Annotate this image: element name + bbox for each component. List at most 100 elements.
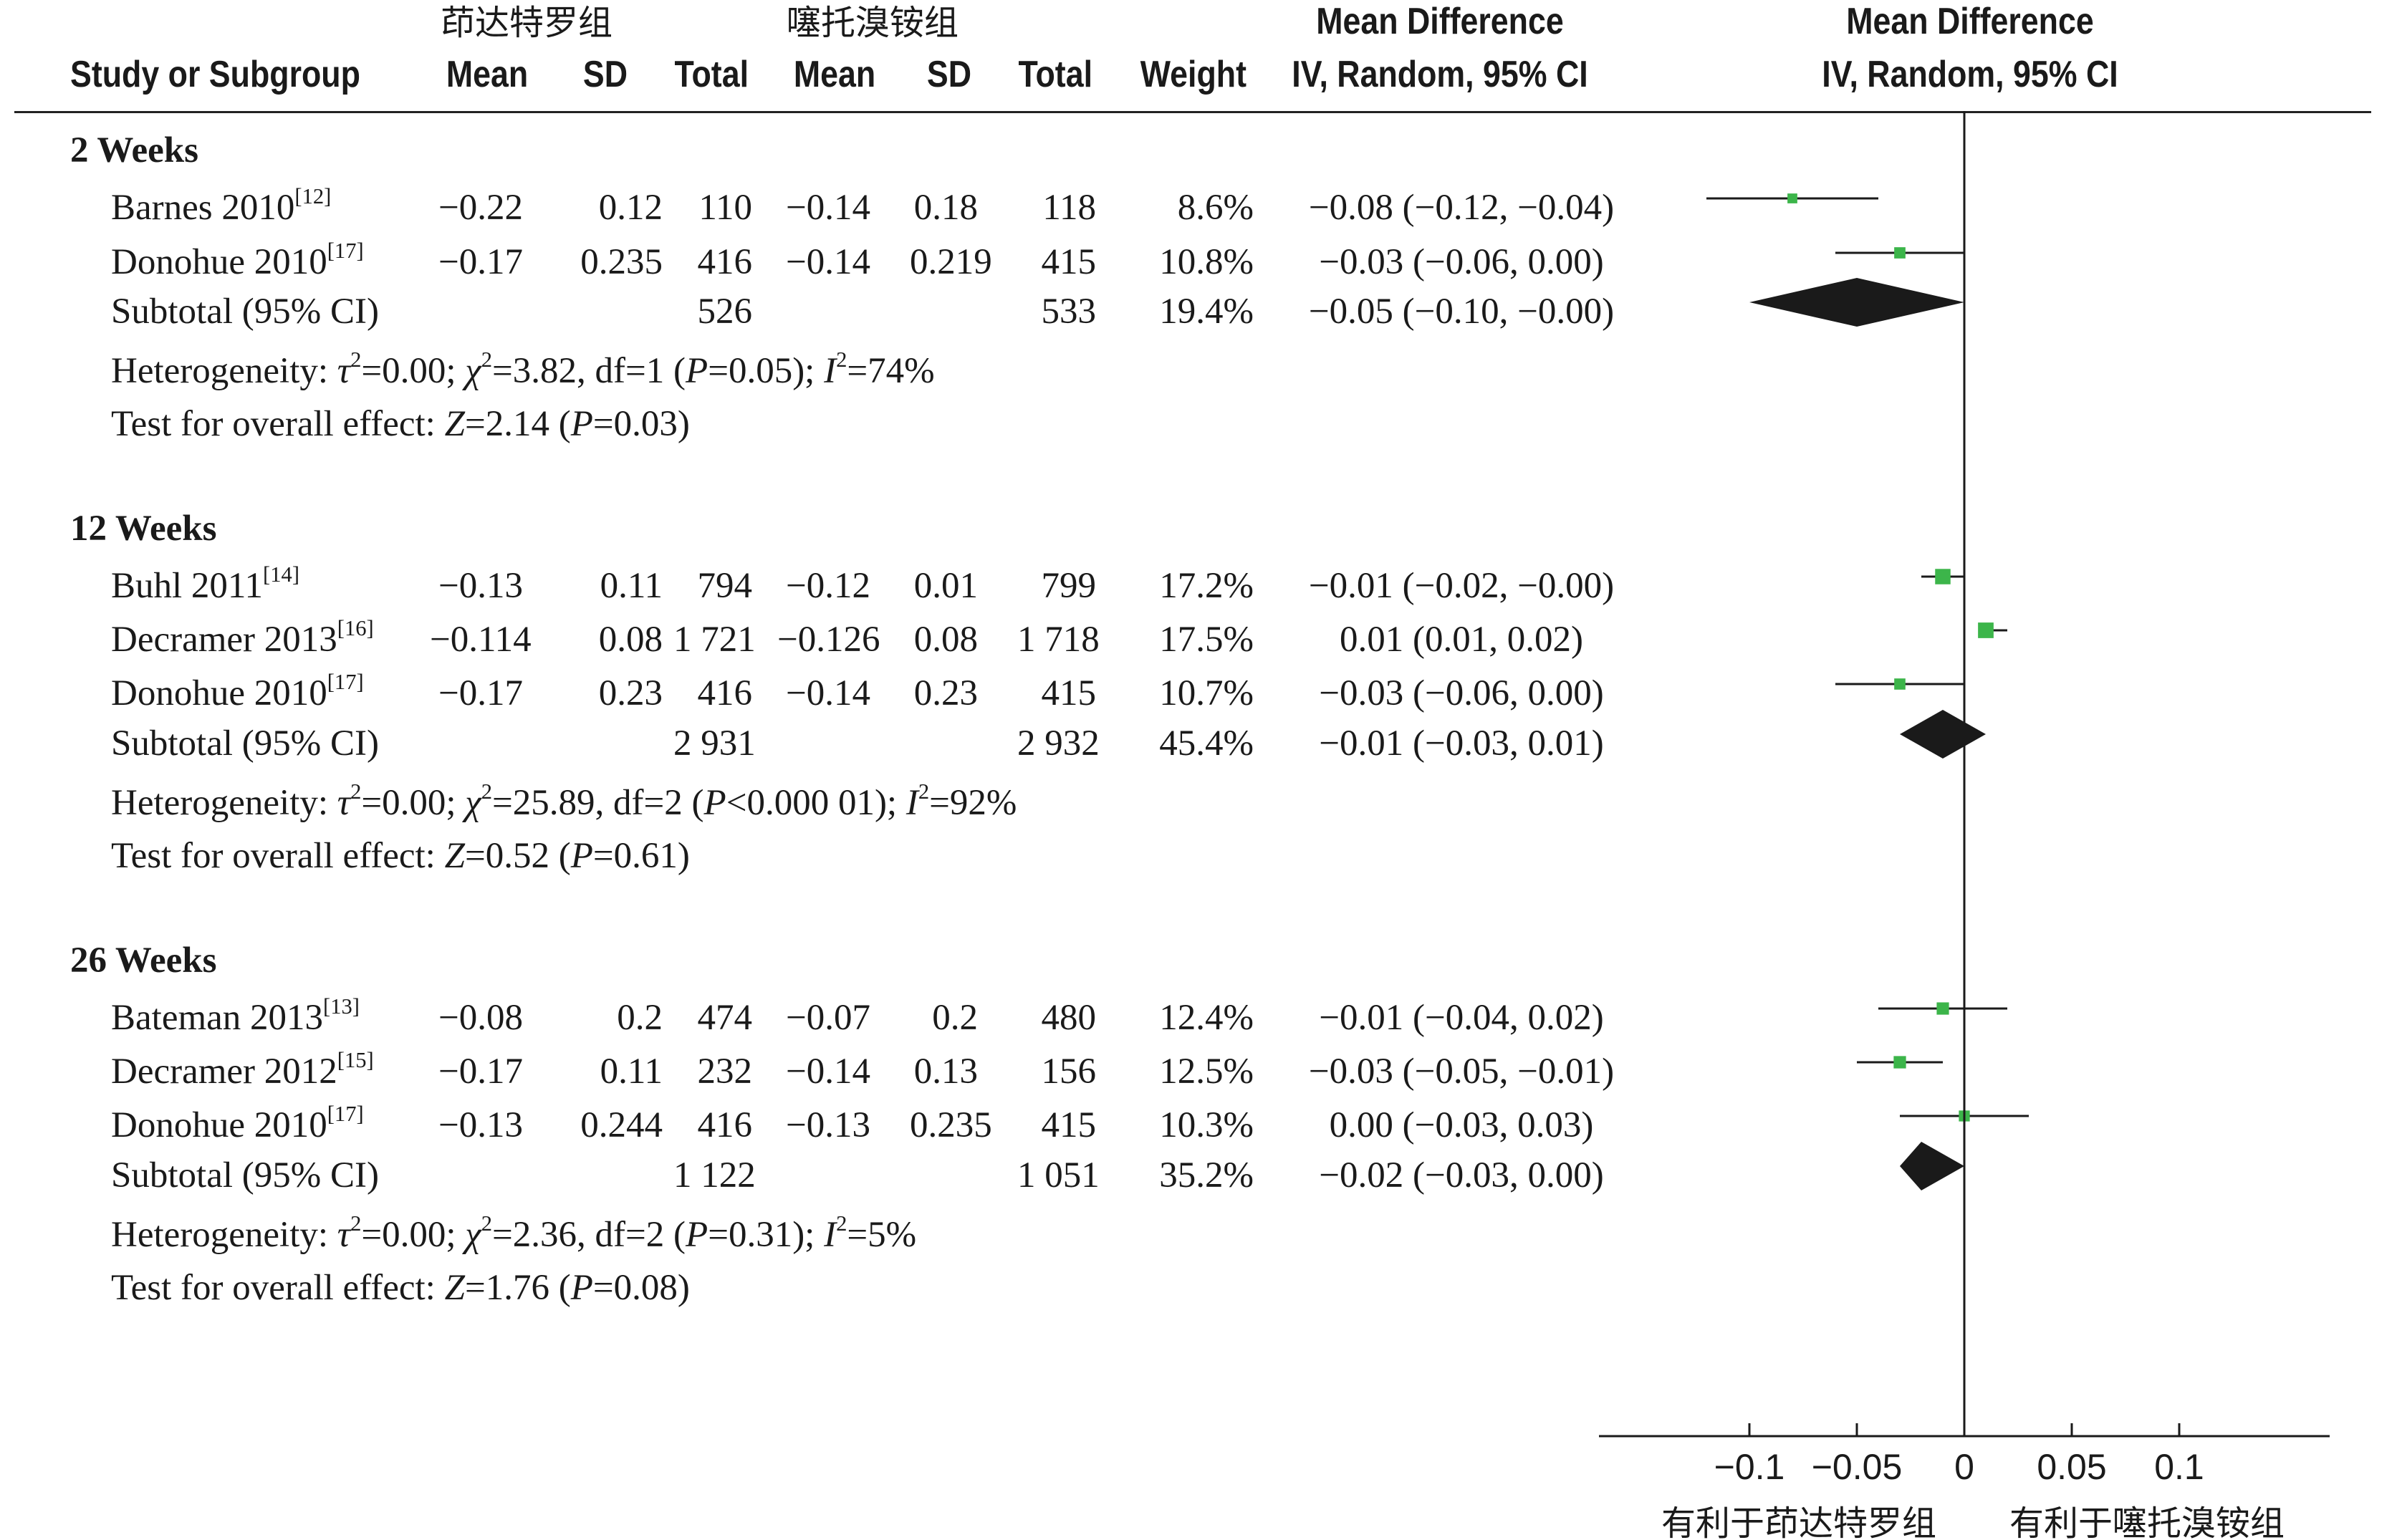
study-effect-ci: −0.03 (−0.05, −0.01)	[1308, 1051, 1615, 1092]
study-effect-ci: −0.01 (−0.02, −0.00)	[1308, 566, 1615, 606]
exp-total-header: Total	[674, 54, 749, 95]
exp-sd-header: SD	[582, 54, 628, 95]
study-rows: 2 Weeks Barnes 2010[12] −0.22 0.12 110 −0.14 0…	[0, 122, 2397, 1382]
reference-number: [12]	[294, 184, 332, 208]
subtotal-diamond	[1749, 278, 1964, 327]
ctrl-sd: 0.23	[913, 673, 978, 713]
reference-number: [17]	[327, 1102, 364, 1126]
exp-sd: 0.08	[598, 620, 663, 660]
ctrl-mean: −0.14	[785, 242, 870, 282]
subtotal-ctrl-total: 2 932	[1017, 723, 1100, 764]
ctrl-sd: 0.01	[913, 566, 978, 606]
exp-total: 416	[697, 673, 753, 713]
exp-total: 474	[697, 998, 753, 1038]
overall-effect-test: Test for overall effect: Z=1.76 (P=0.08)	[111, 1268, 690, 1308]
exp-mean: −0.114	[430, 620, 532, 660]
ctrl-total: 799	[1041, 566, 1097, 606]
subtotal-label: Subtotal (95% CI)	[111, 723, 379, 764]
subtotal-label: Subtotal (95% CI)	[111, 1155, 379, 1195]
ctrl-mean: −0.14	[785, 673, 870, 713]
subtotal-exp-total: 1 122	[673, 1155, 756, 1195]
study-name: Decramer 2012[15]	[111, 1048, 374, 1092]
heterogeneity-stats: Heterogeneity: τ2=0.00; χ2=25.89, df=2 (…	[111, 779, 1017, 823]
ctrl-mean: −0.12	[785, 566, 870, 606]
exp-mean-header: Mean	[446, 54, 529, 95]
ctrl-mean: −0.126	[777, 620, 880, 660]
study-name: Donohue 2010[17]	[111, 1102, 364, 1145]
effect-column-title: Mean Difference	[1316, 1, 1564, 42]
study-effect-marker	[1936, 1002, 1949, 1015]
ctrl-mean: −0.14	[785, 1051, 870, 1092]
exp-total: 1 721	[673, 620, 756, 660]
experimental-group-label: 茚达特罗组	[441, 3, 613, 43]
ctrl-sd: 0.13	[913, 1051, 978, 1092]
study-effect-ci: −0.08 (−0.12, −0.04)	[1308, 188, 1615, 228]
subgroup-title: 12 Weeks	[70, 509, 217, 549]
study-weight: 10.7%	[1159, 673, 1254, 713]
exp-total: 416	[697, 1105, 753, 1145]
exp-sd: 0.11	[600, 566, 663, 606]
x-axis-tick-label: 0.05	[2037, 1447, 2106, 1487]
reference-number: [17]	[327, 239, 364, 263]
study-column-header: Study or Subgroup	[70, 54, 360, 95]
exp-sd: 0.235	[580, 242, 663, 282]
subtotal-effect-ci: −0.02 (−0.03, 0.00)	[1319, 1155, 1604, 1195]
exp-sd: 0.11	[600, 1051, 663, 1092]
study-name: Bateman 2013[13]	[111, 994, 360, 1038]
subtotal-weight: 19.4%	[1159, 292, 1254, 332]
ctrl-sd: 0.18	[913, 188, 978, 228]
subgroup-title: 26 Weeks	[70, 940, 217, 981]
exp-sd: 0.244	[580, 1105, 663, 1145]
study-effect-marker	[1935, 569, 1951, 584]
reference-number: [13]	[323, 994, 360, 1019]
x-axis-tick-label: −0.1	[1714, 1447, 1785, 1487]
ctrl-total: 415	[1041, 1105, 1097, 1145]
ctrl-sd: 0.08	[913, 620, 978, 660]
exp-mean: −0.22	[438, 188, 523, 228]
study-weight: 12.4%	[1159, 998, 1254, 1038]
subtotal-effect-ci: −0.01 (−0.03, 0.01)	[1319, 723, 1604, 764]
ctrl-total-header: Total	[1018, 54, 1092, 95]
study-effect-ci: 0.00 (−0.03, 0.03)	[1329, 1105, 1594, 1145]
subtotal-label: Subtotal (95% CI)	[111, 292, 379, 332]
plot-column-title: Mean Difference	[1846, 1, 2094, 42]
ctrl-mean-header: Mean	[793, 54, 876, 95]
study-weight: 12.5%	[1159, 1051, 1254, 1092]
exp-mean: −0.17	[438, 673, 523, 713]
ctrl-total: 156	[1041, 1051, 1097, 1092]
ctrl-total: 415	[1041, 242, 1097, 282]
reference-number: [17]	[327, 670, 364, 694]
x-axis-tick-label: 0	[1954, 1447, 1974, 1487]
ctrl-sd: 0.2	[932, 998, 978, 1038]
subtotal-exp-total: 526	[697, 292, 753, 332]
study-effect-marker	[1787, 193, 1797, 203]
study-effect-marker	[1894, 678, 1906, 690]
study-name: Donohue 2010[17]	[111, 670, 364, 713]
study-name: Donohue 2010[17]	[111, 239, 364, 282]
study-name: Decramer 2013[16]	[111, 616, 374, 660]
table-header: 茚达特罗组 噻托溴铵组 Mean Difference Mean Differe…	[0, 0, 2397, 122]
ctrl-mean: −0.14	[785, 188, 870, 228]
study-weight: 8.6%	[1177, 188, 1254, 228]
exp-total: 794	[697, 566, 753, 606]
overall-effect-test: Test for overall effect: Z=0.52 (P=0.61)	[111, 836, 690, 876]
study-name: Barnes 2010[12]	[111, 184, 332, 228]
exp-total: 232	[697, 1051, 753, 1092]
exp-sd: 0.23	[598, 673, 663, 713]
exp-mean: −0.17	[438, 242, 523, 282]
ctrl-total: 415	[1041, 673, 1097, 713]
study-effect-ci: 0.01 (0.01, 0.02)	[1340, 620, 1583, 660]
study-effect-marker	[1894, 247, 1906, 259]
exp-mean: −0.13	[438, 1105, 523, 1145]
study-weight: 17.2%	[1159, 566, 1254, 606]
ctrl-sd-header: SD	[926, 54, 972, 95]
study-effect-ci: −0.01 (−0.04, 0.02)	[1319, 998, 1604, 1038]
ctrl-mean: −0.13	[785, 1105, 870, 1145]
reference-number: [16]	[337, 616, 374, 640]
exp-mean: −0.17	[438, 1051, 523, 1092]
reference-number: [14]	[263, 562, 300, 587]
favours-left-label: 有利于茚达特罗组	[1661, 1503, 1936, 1540]
study-effect-ci: −0.03 (−0.06, 0.00)	[1319, 673, 1604, 713]
